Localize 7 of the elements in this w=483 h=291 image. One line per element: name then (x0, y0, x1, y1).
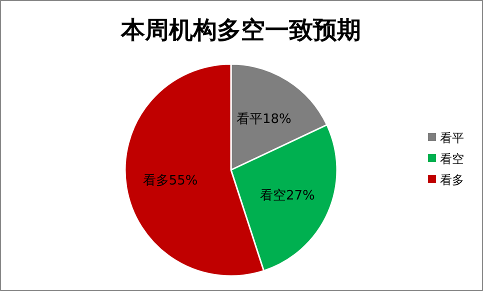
legend-label: 看平 (440, 131, 464, 145)
chart-title: 本周机构多空一致预期 (120, 15, 361, 44)
data-label: 看多55% (142, 174, 198, 189)
legend-label: 看多 (440, 173, 464, 187)
legend-label: 看空 (440, 152, 464, 166)
data-label: 看空27% (260, 188, 315, 204)
data-label: 看平18% (236, 112, 292, 128)
